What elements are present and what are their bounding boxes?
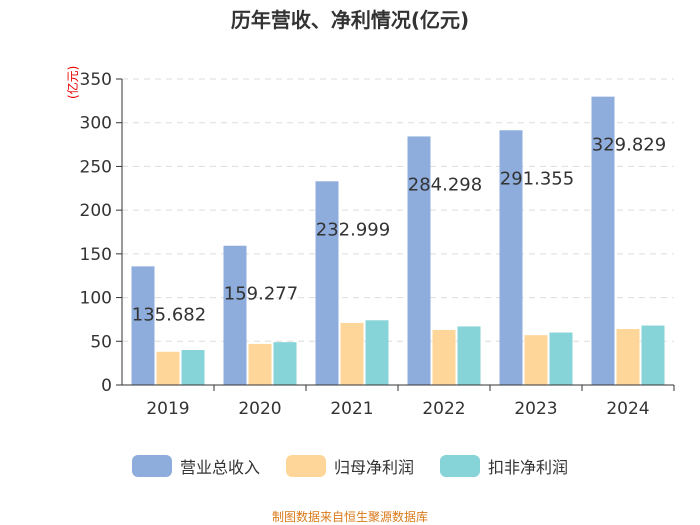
legend-swatch-revenue [131,455,172,477]
bar-2024-s1 [616,329,640,385]
data-label-2024: 329.829 [592,135,666,156]
data-label-2021: 232.999 [316,219,390,240]
chart-title: 历年营收、净利情况(亿元) [230,8,470,32]
x-tick-label-2022: 2022 [422,399,465,419]
x-tick-label-2021: 2021 [330,399,373,419]
legend-swatch-net-profit [285,455,326,477]
y-tick-label: 0 [101,376,112,396]
bars [131,96,665,385]
bar-2019-s0 [131,266,155,385]
source-note: 制图数据来自恒生聚源数据库 [271,510,428,524]
legend-label-deducted-profit: 扣非净利润 [488,458,569,477]
legend-label-net-profit: 归母净利润 [333,458,414,477]
y-tick-label: 250 [80,157,112,177]
bar-2024-s2 [641,325,665,385]
bar-2019-s2 [181,350,205,385]
legend: 营业总收入 归母净利润 扣非净利润 [0,454,700,478]
bar-2023-s0 [499,130,523,385]
y-tick-label: 100 [80,289,112,309]
x-tick-label-2023: 2023 [514,399,557,419]
bar-2022-s0 [407,136,431,385]
bar-2022-s2 [457,326,481,385]
data-labels: 135.682 159.277 232.999 284.298 291.355 329.8… [132,135,666,326]
y-tick-label: 300 [80,114,112,134]
y-tick-label: 350 [80,70,112,90]
y-tick-label: 50 [90,332,112,352]
data-label-2022: 284.298 [408,174,482,195]
legend-item-net-profit[interactable]: 归母净利润 [285,454,414,478]
bar-2023-s1 [524,335,548,385]
y-tick-label: 200 [80,201,112,221]
bar-2019-s1 [156,351,180,385]
bar-2022-s1 [432,329,456,385]
data-label-2023: 291.355 [500,168,574,189]
data-label-2020: 159.277 [224,284,298,305]
bar-2021-s2 [365,320,389,385]
x-tick-label-2024: 2024 [606,399,649,419]
axes: 0 50 100 150 200 250 300 350 2019 2020 2021 2022 202… [80,70,675,419]
x-tick-label-2019: 2019 [146,399,189,419]
bar-2023-s2 [549,332,573,385]
bar-2021-s0 [315,181,339,385]
grid-lines [122,78,674,342]
y-tick-label: 150 [80,245,112,265]
legend-item-deducted-profit[interactable]: 扣非净利润 [440,454,568,478]
data-label-2019: 135.682 [132,304,206,325]
legend-label-revenue: 营业总收入 [179,458,260,477]
bar-2020-s1 [248,343,272,385]
legend-swatch-deducted-profit [440,455,480,477]
x-tick-label-2020: 2020 [238,399,281,419]
bar-2020-s0 [223,245,247,385]
bar-2020-s2 [273,342,297,385]
legend-item-revenue[interactable]: 营业总收入 [131,454,260,478]
bar-2024-s0 [591,96,615,385]
bar-2021-s1 [340,322,364,385]
